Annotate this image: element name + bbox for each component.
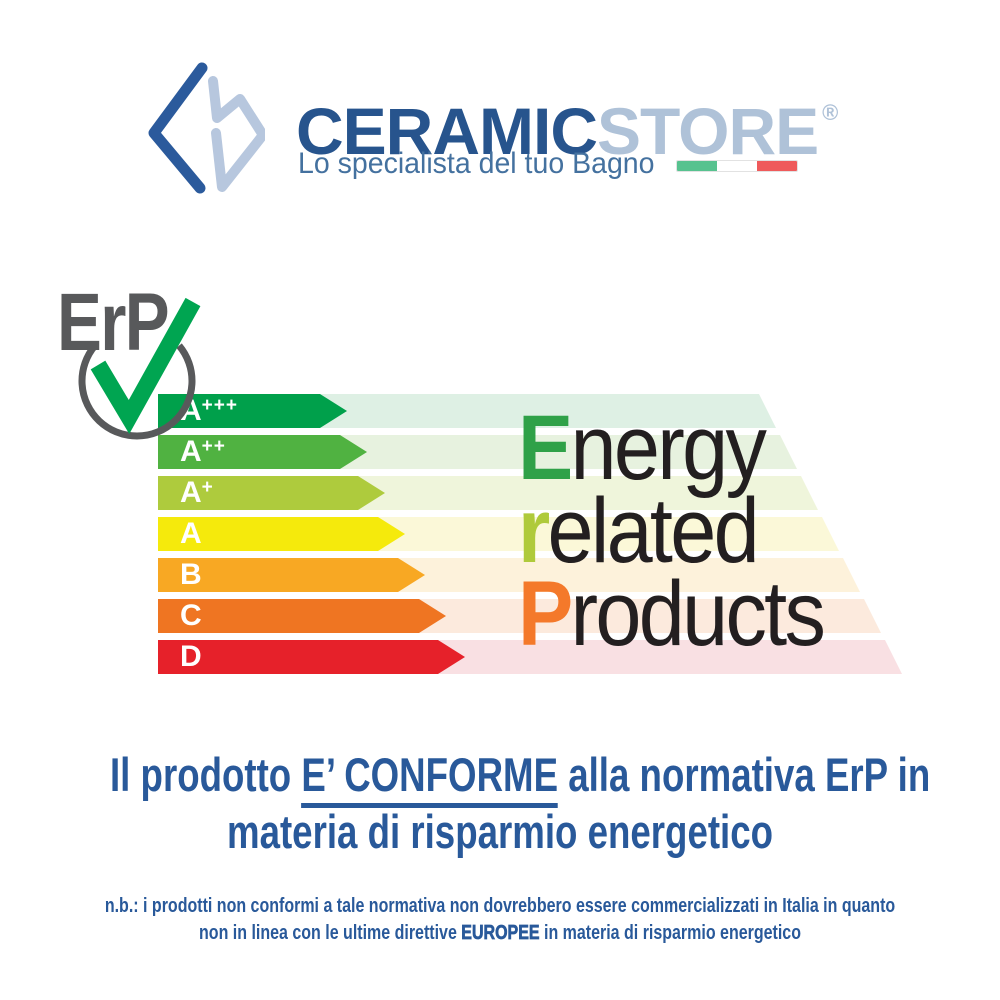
footnote-line-2-post: in materia di risparmio energetico [539, 922, 801, 944]
badge-check-icon [90, 297, 201, 435]
energy-word-initial: P [518, 563, 573, 665]
headline-line-1: Il prodotto E’ CONFORME alla normativa E… [110, 746, 930, 808]
italy-flag-green [677, 161, 717, 171]
ceramicstore-logo-icon [148, 62, 265, 194]
energy-bar-A++: A++ [158, 435, 367, 469]
energy-bar-D: D [158, 640, 465, 674]
energy-grade-label: A++ [180, 435, 226, 468]
brand-wordmark: CERAMICSTORE ® [296, 80, 838, 164]
erp-badge-label: ErP [57, 277, 170, 368]
footnote-line-1: n.b.: i prodotti non conformi a tale nor… [104, 895, 896, 917]
erp-check-badge: ErP [45, 275, 265, 445]
footnote-europee: EUROPEE [461, 922, 540, 945]
energy-word-Products: Products [518, 563, 826, 665]
headline-line-2: materia di risparmio energetico [226, 805, 774, 858]
energy-grade-label: B [180, 558, 202, 591]
energy-word-initial: r [518, 480, 550, 582]
energy-grade-label: C [180, 599, 202, 632]
energy-grade-label: A+ [180, 476, 214, 509]
energy-word-related: related [518, 480, 760, 582]
conformity-headline: Il prodotto E’ CONFORME alla normativa E… [0, 746, 1000, 860]
energy-bar-C: C [158, 599, 446, 633]
headline-post: alla normativa ErP in [558, 748, 931, 801]
energy-grade-label: D [180, 640, 202, 673]
brand-tagline: Lo specialista del tuo Bagno [298, 147, 655, 180]
italy-flag-white [717, 161, 757, 171]
italy-flag-red [757, 161, 797, 171]
energy-word-initial: E [518, 397, 573, 499]
energy-bar-A: A [158, 517, 405, 551]
energy-word-Energy: Energy [518, 397, 767, 499]
footnote: n.b.: i prodotti non conformi a tale nor… [100, 893, 900, 947]
energy-bar-A+: A+ [158, 476, 385, 510]
logo-s-icon [208, 76, 265, 192]
energy-grade-label: A [180, 517, 202, 550]
italy-flag-icon [676, 160, 798, 172]
footnote-line-2-pre: non in linea con le ultime direttive [199, 922, 462, 944]
wordmark-ceramic: CERAMIC [296, 94, 598, 168]
logo-chevron-icon [148, 62, 208, 194]
headline-emphasis: E’ CONFORME [301, 748, 559, 808]
headline-pre: Il prodotto [110, 748, 302, 801]
wordmark-store: STORE [597, 94, 819, 168]
badge-circle-icon [78, 343, 196, 440]
energy-bar-B: B [158, 558, 425, 592]
registered-mark: ® [822, 100, 838, 125]
